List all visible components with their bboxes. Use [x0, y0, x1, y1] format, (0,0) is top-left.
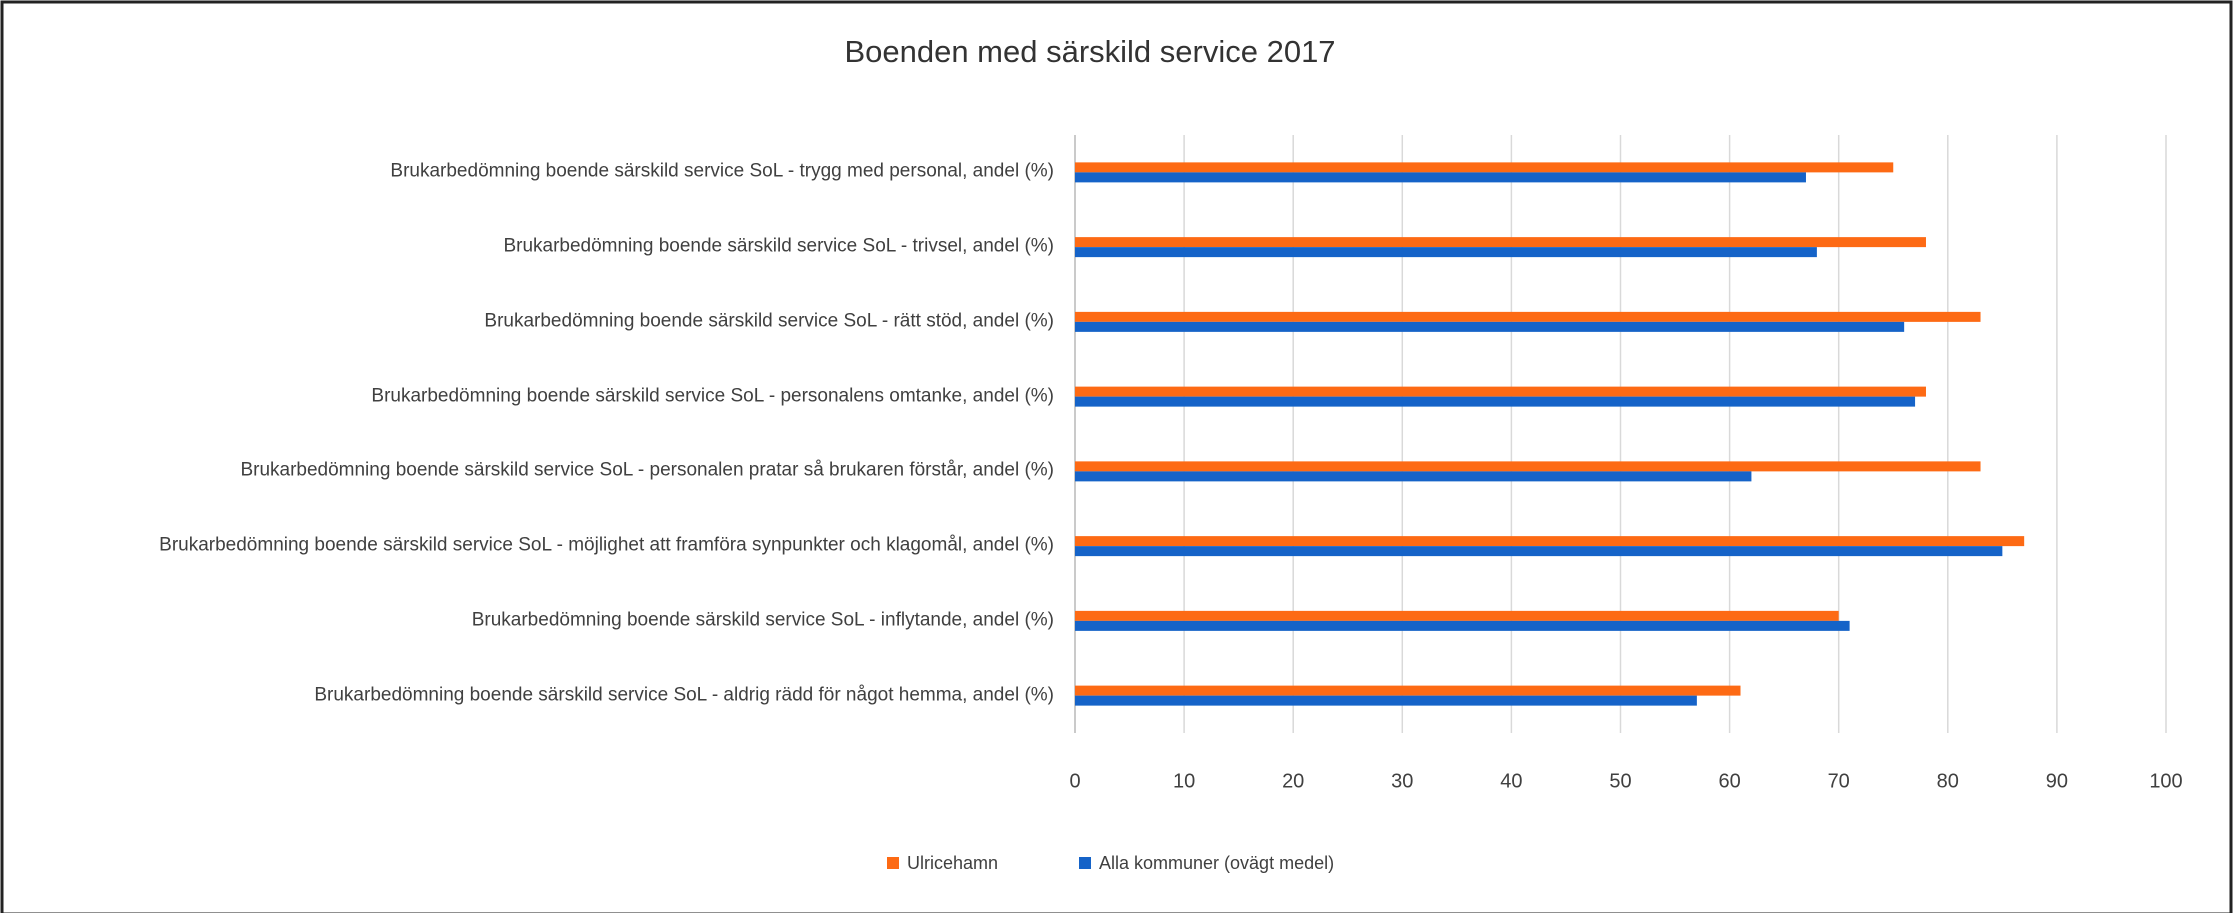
x-tick-label: 80	[1937, 770, 1959, 792]
bar	[1075, 172, 1806, 183]
legend-swatch	[1079, 857, 1091, 869]
bar	[1075, 311, 1981, 322]
bar	[1075, 386, 1926, 397]
bar	[1075, 620, 1850, 631]
x-tick-label: 20	[1282, 770, 1304, 792]
x-tick-label: 50	[1609, 770, 1631, 792]
y-tick-label: Brukarbedömning boende särskild service …	[390, 161, 1054, 183]
bar	[1075, 396, 1916, 407]
bar	[1075, 471, 1752, 482]
x-tick-label: 30	[1391, 770, 1413, 792]
bar	[1075, 546, 2003, 557]
chart-title: Boenden med särskild service 2017	[844, 34, 1335, 69]
legend-label: Alla kommuner (ovägt medel)	[1099, 853, 1334, 873]
legend-swatch	[887, 857, 899, 869]
bar	[1075, 162, 1894, 173]
x-tick-label: 40	[1500, 770, 1522, 792]
x-tick-label: 60	[1718, 770, 1740, 792]
y-tick-label: Brukarbedömning boende särskild service …	[159, 534, 1054, 556]
y-tick-label: Brukarbedömning boende särskild service …	[240, 460, 1054, 482]
bar	[1075, 610, 1839, 621]
bar	[1075, 685, 1741, 696]
bar	[1075, 321, 1905, 332]
x-tick-label: 90	[2046, 770, 2068, 792]
bar	[1075, 461, 1981, 472]
y-tick-label: Brukarbedömning boende särskild service …	[371, 385, 1054, 407]
bar	[1075, 536, 2025, 547]
bar	[1075, 695, 1697, 706]
y-tick-label: Brukarbedömning boende särskild service …	[471, 609, 1054, 631]
bar	[1075, 237, 1926, 248]
y-tick-label: Brukarbedömning boende särskild service …	[503, 235, 1054, 257]
bar	[1075, 247, 1817, 258]
x-tick-label: 70	[1828, 770, 1850, 792]
x-tick-label: 100	[2149, 770, 2182, 792]
legend-label: Ulricehamn	[907, 853, 998, 873]
x-tick-label: 10	[1173, 770, 1195, 792]
y-tick-label: Brukarbedömning boende särskild service …	[484, 310, 1054, 332]
y-tick-label: Brukarbedömning boende särskild service …	[314, 684, 1054, 706]
x-tick-label: 0	[1069, 770, 1080, 792]
